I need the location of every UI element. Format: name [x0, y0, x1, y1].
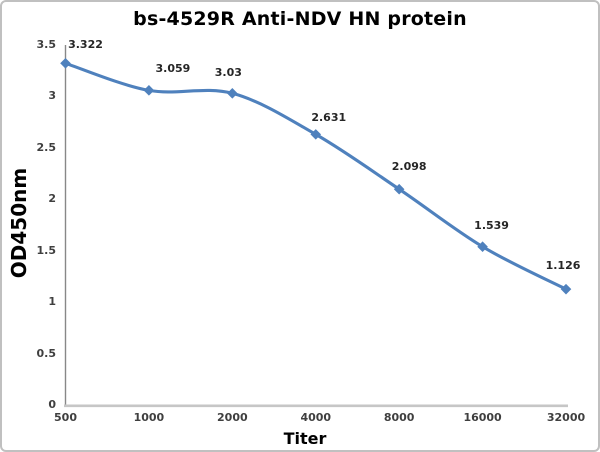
series-line — [63, 61, 568, 291]
data-label: 1.539 — [474, 218, 509, 232]
y-tick-label: 1.5 — [36, 243, 57, 257]
x-tick-label: 2000 — [217, 411, 248, 424]
x-axis-title: Titer — [283, 429, 327, 448]
series-marker — [60, 58, 71, 69]
y-tick-label: 0.5 — [36, 346, 57, 360]
data-label: 2.631 — [311, 111, 347, 125]
data-label: 2.098 — [391, 160, 427, 174]
series-marker — [227, 88, 238, 99]
y-tick-label: 3.5 — [36, 38, 57, 51]
series-marker — [143, 85, 155, 96]
series-marker — [477, 241, 488, 253]
x-tick-label: 32000 — [546, 411, 586, 424]
x-tick-label: 500 — [54, 411, 77, 424]
y-tick-label: 0 — [48, 398, 56, 411]
y-tick-label: 2 — [48, 192, 56, 206]
x-tick-label: 1000 — [133, 411, 165, 424]
y-tick-label: 1 — [48, 295, 56, 309]
data-label: 3.322 — [68, 38, 103, 52]
series-marker — [310, 129, 322, 140]
x-tick-label: 16000 — [463, 411, 502, 424]
data-label: 1.126 — [545, 259, 581, 273]
x-tick-label: 4000 — [300, 411, 332, 424]
data-label: 3.03 — [214, 66, 242, 80]
data-label: 3.059 — [155, 62, 191, 76]
x-tick-label: 8000 — [383, 411, 415, 424]
y-tick-label: 2.5 — [36, 140, 57, 154]
y-tick-label: 3 — [48, 89, 56, 103]
series-marker — [393, 183, 405, 195]
series-marker — [560, 283, 572, 295]
chart-title: bs-4529R Anti-NDV HN protein — [133, 8, 467, 30]
